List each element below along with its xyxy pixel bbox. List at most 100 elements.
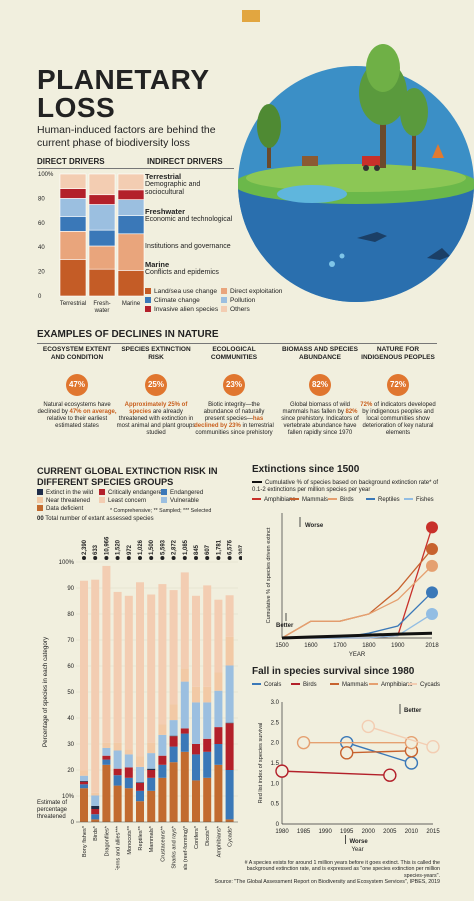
example-value-circle: 25%: [145, 374, 167, 396]
bar-segment: [158, 734, 167, 756]
bar-segment: [136, 782, 144, 783]
legend-swatch: [145, 306, 151, 313]
bar-segment: [192, 702, 200, 744]
x-tick-label: 1700: [333, 643, 347, 649]
count-dot: [126, 556, 131, 560]
y-tick-label: 30: [67, 742, 74, 748]
y-tick-label: 20: [67, 768, 74, 774]
series-point-icon: [426, 740, 440, 754]
indirect-freshwater: Freshwater Economic and technological: [145, 207, 235, 224]
legend-label: Mammals: [342, 682, 369, 688]
x-tick-label: Dragonflies*: [104, 825, 110, 856]
legend-label: Invasive alien species: [154, 306, 219, 313]
bar-segment: [192, 686, 200, 703]
x-tick-label: water: [94, 308, 110, 314]
series-point-icon: [275, 764, 289, 778]
indirect-drivers-heading: INDIRECT DRIVERS: [147, 157, 223, 166]
x-tick-label: Corals (reef-forming)*: [183, 825, 189, 870]
legend-swatch: [290, 498, 299, 501]
bar-segment: [147, 594, 156, 743]
legend-item: Corals: [252, 682, 281, 688]
x-tick-label: Dicots**: [205, 825, 211, 846]
legend-item: Mammals: [330, 682, 368, 688]
legend-swatch: [291, 683, 300, 686]
series-end-icon: [426, 521, 438, 534]
direct-drivers-heading: DIRECT DRIVERS: [37, 157, 105, 166]
bar-segment: [117, 189, 145, 200]
bar-segment: [88, 204, 116, 231]
series-end-icon: [426, 607, 438, 620]
bar-segment: [203, 585, 212, 687]
y-tick-label: 0: [276, 822, 280, 828]
bar-segment: [169, 762, 178, 822]
bar-segment: [80, 788, 88, 822]
legend-item: Birds: [291, 682, 317, 688]
count-label: 1,500: [149, 539, 155, 555]
legend-item: Land/sea use change: [145, 288, 217, 295]
indirect-title: Freshwater: [145, 207, 186, 216]
bar-segment: [147, 753, 156, 769]
bar-segment: [225, 723, 234, 770]
x-tick-label: Marine: [122, 301, 141, 307]
x-axis-label: Year: [351, 847, 363, 853]
bar-segment: [136, 790, 144, 802]
example-text: Natural ecosystems have declined by 47% …: [37, 402, 117, 429]
bar-segment: [225, 819, 234, 822]
title-line-2: LOSS: [37, 92, 116, 123]
bar-segment: [158, 584, 167, 725]
series-line: [282, 527, 433, 639]
series-line: [368, 725, 434, 748]
bar-segment: [124, 777, 133, 789]
count-dot: [115, 556, 120, 560]
bar-segment: [136, 582, 144, 757]
legend-item: Endangered: [161, 489, 203, 496]
total-text: Total number of extant assessed species: [45, 516, 154, 522]
y-axis-label: Red list index of species survival: [258, 723, 264, 804]
y-tick-label: 80: [38, 196, 45, 202]
legend-swatch: [221, 297, 227, 304]
legend-item: Reptiles: [366, 497, 400, 503]
y-tick-label: 2.0: [271, 741, 280, 747]
better-label: Better: [276, 623, 294, 629]
example-item: ECOSYSTEM EXTENT AND CONDITION 47% Natural…: [36, 346, 118, 430]
bar-segment: [91, 792, 100, 796]
legend-swatch: [161, 489, 167, 496]
example-text: 72% of indicators developed by indigenou…: [360, 402, 436, 436]
legend-label: Cycads: [420, 682, 441, 688]
legend-item: Others: [221, 306, 250, 313]
legend-item: Climate change: [145, 297, 200, 304]
bar-segment: [102, 742, 111, 748]
legend-label: Endangered: [170, 489, 204, 496]
series-end-icon: [426, 543, 438, 556]
legend-item: Cycads: [408, 682, 440, 688]
legend-label: Direct exploitation: [230, 288, 283, 295]
count-label: 6,576: [228, 539, 234, 555]
legend-label: Others: [230, 306, 250, 313]
bar-segment: [180, 728, 189, 734]
count-label: 1,026: [138, 539, 144, 555]
legend-swatch: [366, 498, 375, 501]
bar-segment: [91, 579, 100, 793]
bar-segment: [117, 233, 145, 271]
series-point-icon: [404, 756, 419, 770]
count-dot: [104, 556, 109, 560]
legend-item: Near threatened: [37, 497, 90, 504]
series-line: [281, 565, 433, 639]
example-title: ECOLOGICAL COMMUNITIES: [210, 346, 258, 361]
x-tick-label: Cycads*: [228, 825, 234, 847]
divider: [37, 168, 234, 169]
tree-icon: [400, 88, 428, 136]
bar-segment: [59, 231, 87, 260]
tractor-icon: [362, 156, 380, 166]
bar-segment: [102, 747, 111, 756]
example-item: BIOMASS AND SPECIES ABUNDANCE 82% Global b…: [279, 346, 361, 437]
bar-segment: [124, 595, 133, 750]
bar-segment: [180, 572, 189, 669]
x-tick-label: Amphibians*: [216, 825, 222, 857]
indirect-text: Demographic and sociocultural: [145, 181, 201, 196]
x-tick-label: 2015: [426, 829, 440, 835]
bar-segment: [169, 590, 178, 705]
count-dot: [160, 556, 165, 560]
bar-segment: [147, 790, 156, 822]
series-point-icon: [361, 719, 375, 734]
